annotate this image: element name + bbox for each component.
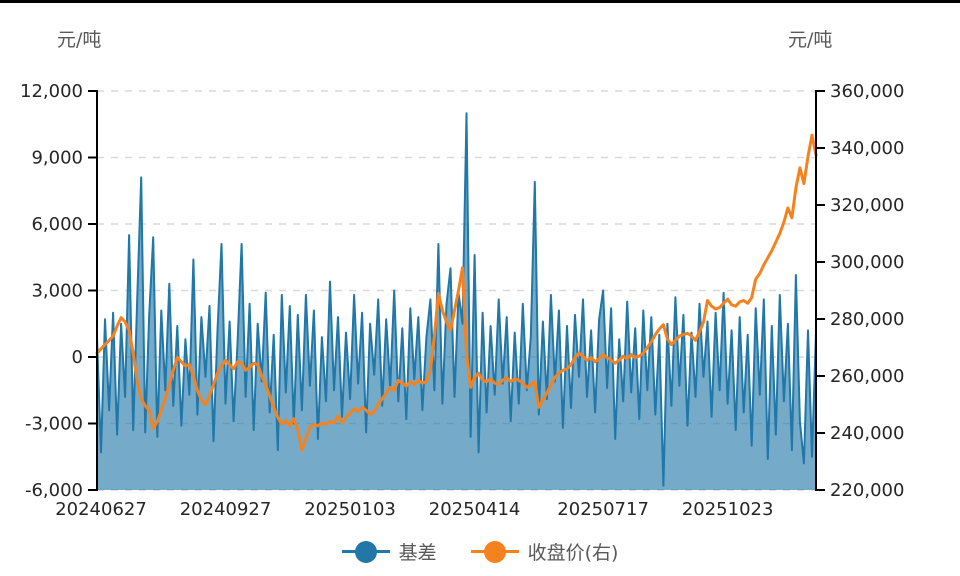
x-axis-tick-label: 20240627 xyxy=(55,499,147,520)
left-axis-tick-label: 3,000 xyxy=(31,281,83,302)
legend-item-close[interactable]: 收盘价(右) xyxy=(470,538,619,565)
legend-label-close: 收盘价(右) xyxy=(527,542,619,564)
right-axis-tick-label: 280,000 xyxy=(830,309,904,330)
legend-dot-close xyxy=(483,540,506,563)
right-axis-tick-label: 300,000 xyxy=(830,252,904,273)
x-axis-tick-label: 20250103 xyxy=(304,499,396,520)
right-axis-title: 元/吨 xyxy=(788,29,833,51)
left-axis-tick-label: 12,000 xyxy=(20,81,83,102)
legend-dot-basis xyxy=(354,540,377,563)
basis-line xyxy=(96,112,817,487)
x-axis-tick-label: 20251023 xyxy=(682,499,774,520)
right-axis-tick-label: 220,000 xyxy=(830,480,904,501)
left-axis-tick-label: 6,000 xyxy=(31,214,83,235)
x-axis-tick-label: 20250414 xyxy=(429,499,521,520)
legend-item-basis[interactable]: 基差 xyxy=(341,538,437,565)
top-border-line xyxy=(0,0,960,3)
close-line xyxy=(95,133,818,452)
left-axis-tick-label: -3,000 xyxy=(25,414,83,435)
right-axis-tick-label: 260,000 xyxy=(830,366,904,387)
basis-series-icon xyxy=(341,540,390,563)
legend-label-basis: 基差 xyxy=(398,542,437,564)
right-axis-tick-label: 240,000 xyxy=(830,423,904,444)
x-axis-tick-label: 20250717 xyxy=(557,499,649,520)
basis-area xyxy=(97,113,816,490)
right-axis-tick-label: 320,000 xyxy=(830,195,904,216)
x-axis-tick-label: 20240927 xyxy=(180,499,272,520)
left-axis-title: 元/吨 xyxy=(57,29,102,51)
left-axis-tick-label: -6,000 xyxy=(25,480,83,501)
chart-legend: 基差 收盘价(右) xyxy=(0,538,960,565)
right-axis-tick-label: 360,000 xyxy=(830,81,904,102)
left-axis-tick-label: 9,000 xyxy=(31,148,83,169)
close-series-icon xyxy=(470,540,519,563)
right-axis-tick-label: 340,000 xyxy=(830,138,904,159)
left-axis-tick-label: 0 xyxy=(72,347,83,368)
